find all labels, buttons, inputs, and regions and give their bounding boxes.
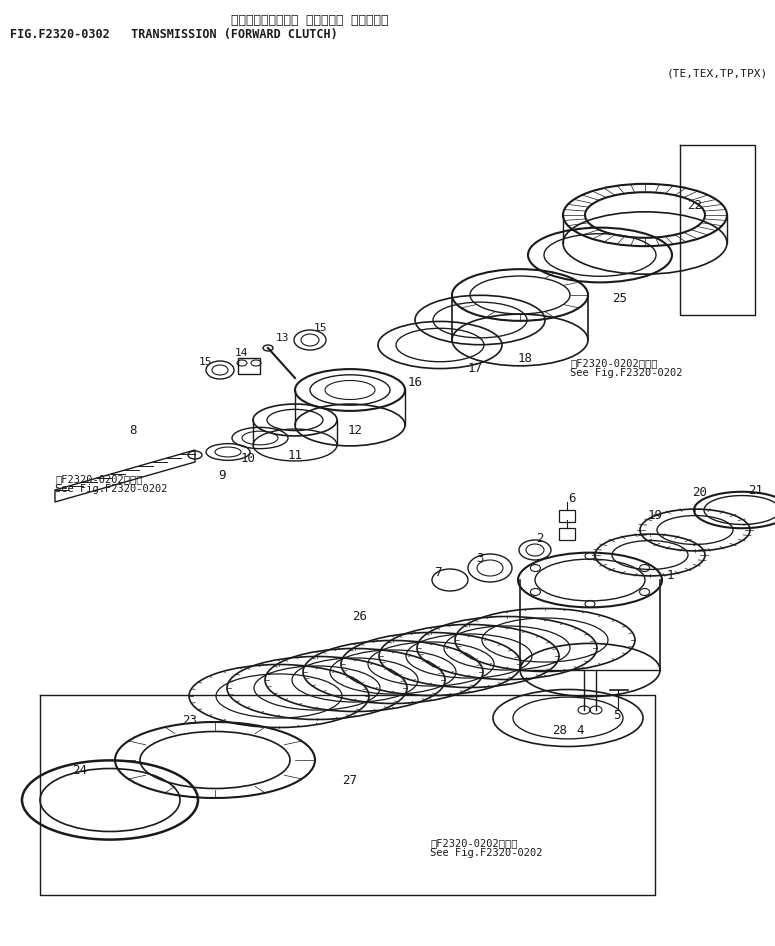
Text: 1: 1 [666, 569, 673, 582]
Text: 27: 27 [343, 774, 357, 786]
Text: 26: 26 [353, 609, 367, 622]
Text: 23: 23 [182, 713, 198, 727]
Text: トランスミッション （センシン クラッチ）: トランスミッション （センシン クラッチ） [231, 14, 389, 27]
Text: 16: 16 [408, 376, 422, 389]
Text: 10: 10 [240, 451, 256, 464]
Text: 9: 9 [219, 468, 226, 482]
Text: 28: 28 [553, 724, 567, 737]
Text: 12: 12 [347, 424, 363, 436]
Text: 第F2320-0202図参照: 第F2320-0202図参照 [55, 474, 143, 484]
Bar [559, 528, 575, 540]
Text: 19: 19 [647, 509, 663, 521]
Polygon shape [55, 450, 195, 502]
Text: 11: 11 [288, 448, 302, 462]
Text: 13: 13 [275, 333, 289, 343]
Bar [559, 510, 575, 522]
Bar [238, 358, 260, 374]
Text: See Fig.F2320-0202: See Fig.F2320-0202 [430, 848, 542, 858]
Text: 20: 20 [693, 485, 708, 499]
Text: 第F2320-0202図参照: 第F2320-0202図参照 [570, 358, 657, 368]
Text: 21: 21 [749, 483, 763, 497]
Text: 25: 25 [612, 291, 628, 305]
Text: 17: 17 [467, 361, 483, 375]
Text: (TE,TEX,TP,TPX): (TE,TEX,TP,TPX) [666, 68, 768, 78]
Text: 6: 6 [568, 492, 576, 504]
Text: 4: 4 [577, 724, 584, 737]
Text: 14: 14 [234, 348, 248, 358]
Text: 24: 24 [73, 763, 88, 777]
Text: FIG.F2320-0302   TRANSMISSION (FORWARD CLUTCH): FIG.F2320-0302 TRANSMISSION (FORWARD CLU… [10, 28, 338, 41]
Text: 7: 7 [434, 566, 442, 579]
Text: See Fig.F2320-0202: See Fig.F2320-0202 [570, 368, 683, 378]
Text: See Fig.F2320-0202: See Fig.F2320-0202 [55, 484, 167, 494]
Text: 15: 15 [313, 323, 327, 333]
Text: 5: 5 [613, 709, 621, 722]
Text: 15: 15 [198, 357, 212, 367]
Text: 8: 8 [129, 424, 136, 436]
Text: 第F2320-0202図参照: 第F2320-0202図参照 [430, 838, 518, 848]
Text: 22: 22 [687, 199, 702, 212]
Text: 2: 2 [536, 532, 544, 545]
Text: 18: 18 [518, 352, 532, 364]
Text: 3: 3 [477, 552, 484, 565]
